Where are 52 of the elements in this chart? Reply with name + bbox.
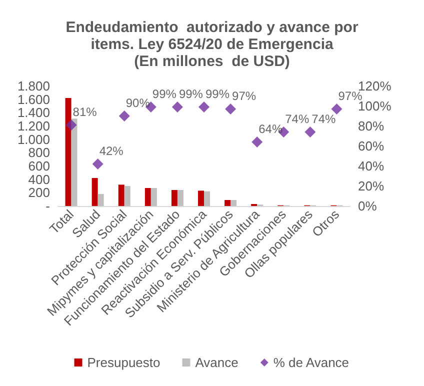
- data-label: 99%: [178, 87, 204, 101]
- bar: [150, 188, 157, 206]
- y-tick-label: -: [46, 198, 50, 214]
- data-label: 90%: [126, 96, 150, 110]
- y-tick-label: 200: [28, 185, 50, 200]
- point: [66, 120, 77, 130]
- data-label: 99%: [152, 87, 177, 101]
- data-label: 97%: [232, 89, 256, 103]
- y-tick-label: 800: [28, 145, 50, 160]
- point: [198, 102, 210, 112]
- bar: [71, 118, 78, 206]
- bar: [224, 200, 231, 206]
- bar: [177, 190, 184, 206]
- chart-title: Endeudamiento autorizado y avance por items. Ley 6524/20 de Emergencia (En millones de USD): [66, 19, 358, 70]
- point: [331, 104, 342, 114]
- point: [225, 104, 236, 114]
- y2-tick-label: 80%: [358, 118, 384, 134]
- y-tick-label: 400: [28, 172, 50, 187]
- legend-label: Avance: [195, 355, 238, 370]
- bar: [124, 186, 130, 206]
- bar: [198, 190, 204, 206]
- bar: [204, 191, 210, 206]
- data-label: 64%: [258, 122, 283, 136]
- data-label: 74%: [312, 112, 336, 126]
- bar: [65, 98, 72, 206]
- bar: [118, 184, 124, 206]
- y-tick-label: 1.000: [17, 132, 50, 147]
- point: [252, 136, 263, 148]
- y2-tick-label: 60%: [358, 138, 384, 154]
- bar: [98, 194, 104, 206]
- y2-tick-label: 40%: [358, 158, 384, 174]
- point: [92, 158, 104, 170]
- data-label: 81%: [72, 105, 98, 119]
- bar: [92, 178, 98, 206]
- bar: [171, 190, 178, 206]
- y-tick-label: 1.600: [17, 92, 50, 107]
- bar: [230, 200, 237, 206]
- y-tick-label: 1.200: [17, 118, 50, 134]
- data-label: 99%: [206, 87, 230, 101]
- legend-label: % de Avance: [273, 355, 350, 370]
- y2-tick-label: 0%: [358, 198, 378, 214]
- data-label: 74%: [285, 112, 310, 126]
- point: [118, 110, 130, 122]
- bar: [144, 188, 151, 206]
- point: [172, 102, 183, 112]
- legend-label: Presupuesto: [87, 355, 160, 370]
- point: [304, 126, 316, 138]
- y-tick-label: 1.800: [17, 78, 50, 94]
- data-label: 42%: [99, 144, 124, 158]
- y-tick-label: 1.400: [17, 105, 50, 120]
- y2-tick-label: 20%: [358, 178, 384, 194]
- y-tick-label: 600: [28, 158, 50, 174]
